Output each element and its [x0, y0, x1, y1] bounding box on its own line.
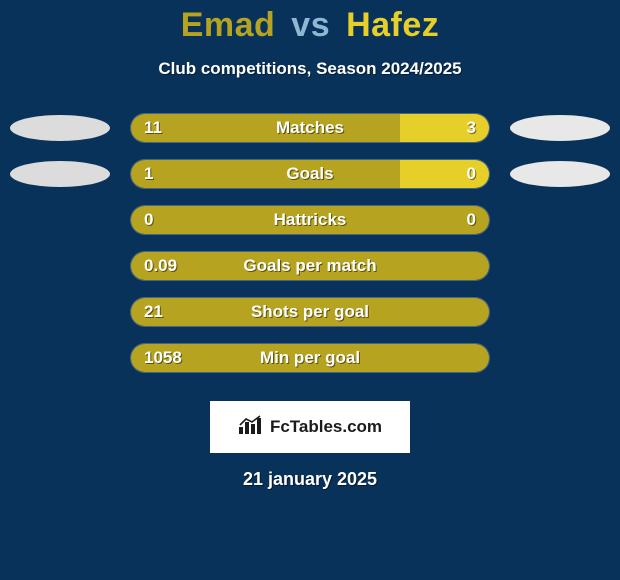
site-logo-text: FcTables.com: [270, 417, 382, 437]
stat-row: Goals per match0.09: [0, 245, 620, 291]
title-player1: Emad: [181, 6, 276, 44]
stat-row: Min per goal1058: [0, 337, 620, 383]
stat-bar: [130, 251, 490, 281]
stat-row: Shots per goal21: [0, 291, 620, 337]
title-vs: vs: [291, 6, 330, 44]
stat-bar-left: [131, 114, 400, 142]
stat-bar-left: [131, 298, 489, 326]
stat-row: Hattricks00: [0, 199, 620, 245]
title: Emad vs Hafez: [0, 6, 620, 45]
comparison-card: Emad vs Hafez Club competitions, Season …: [0, 0, 620, 580]
stat-bar-left: [131, 344, 489, 372]
stat-bar: [130, 343, 490, 373]
site-logo: FcTables.com: [210, 401, 410, 453]
stat-row: Goals10: [0, 153, 620, 199]
stat-bar-right: [400, 160, 490, 188]
chart-icon: [238, 415, 264, 440]
stat-rows: Matches113Goals10Hattricks00Goals per ma…: [0, 107, 620, 383]
player1-marker: [10, 115, 110, 141]
date-text: 21 january 2025: [0, 469, 620, 490]
player1-marker: [10, 161, 110, 187]
stat-bar: [130, 205, 490, 235]
player2-marker: [510, 115, 610, 141]
stat-bar-right: [400, 114, 490, 142]
stat-bar-left: [131, 206, 489, 234]
stat-bar: [130, 113, 490, 143]
player2-marker: [510, 161, 610, 187]
title-player2: Hafez: [346, 6, 439, 44]
stat-bar-left: [131, 160, 400, 188]
stat-row: Matches113: [0, 107, 620, 153]
stat-bar-left: [131, 252, 489, 280]
subtitle: Club competitions, Season 2024/2025: [0, 59, 620, 79]
stat-bar: [130, 297, 490, 327]
stat-bar: [130, 159, 490, 189]
